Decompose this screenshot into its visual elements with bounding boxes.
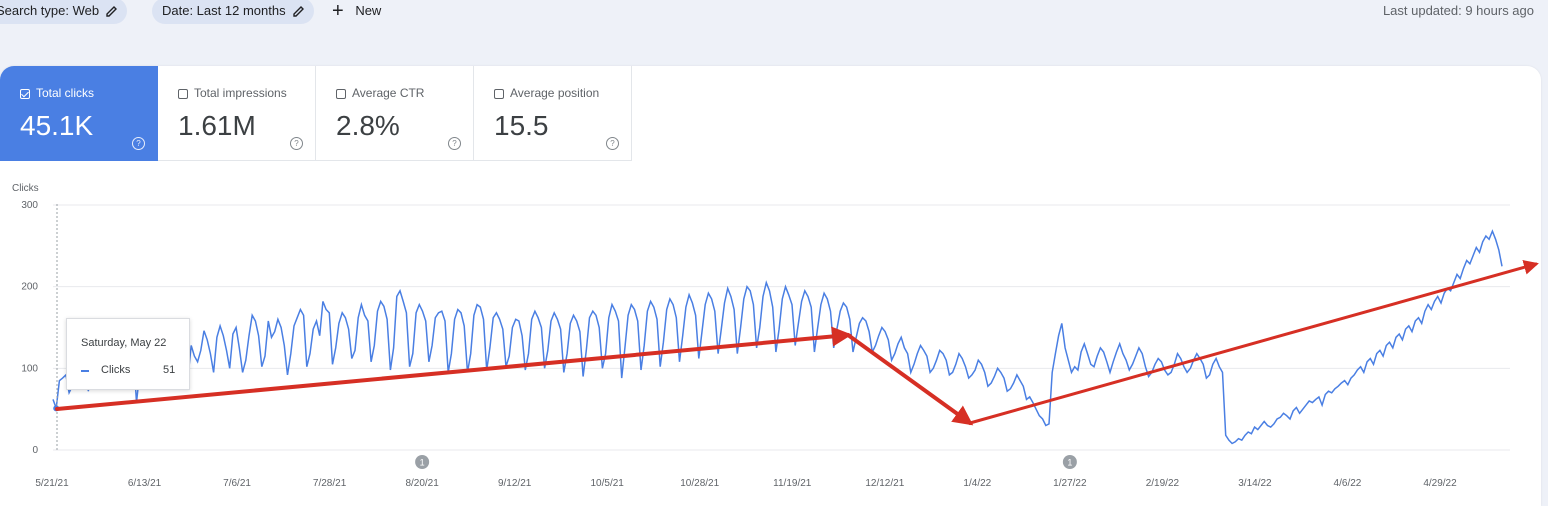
y-tick-label: 300 — [21, 200, 38, 211]
x-tick-label: 9/12/21 — [498, 478, 532, 489]
x-tick-label: 8/20/21 — [405, 478, 439, 489]
y-axis-title: Clicks — [12, 183, 39, 194]
svg-text:1: 1 — [1067, 458, 1072, 468]
x-tick-label: 1/4/22 — [963, 478, 991, 489]
metric-average-ctr[interactable]: Average CTR 2.8% ? — [316, 66, 474, 161]
x-tick-label: 6/13/21 — [128, 478, 162, 489]
series-line-clicks — [52, 229, 1503, 445]
metric-label-wrap: Average position — [494, 86, 599, 100]
x-tick-label: 4/6/22 — [1334, 478, 1362, 489]
x-tick-label: 12/12/21 — [865, 478, 904, 489]
trend-arrow — [55, 326, 852, 411]
annotation-marker[interactable]: 1 — [415, 455, 430, 469]
filter-bar: Search type: Web Date: Last 12 months + … — [0, 0, 1548, 36]
tooltip-series-name: Clicks — [101, 364, 131, 376]
x-tick-label: 7/6/21 — [223, 478, 251, 489]
new-label: New — [355, 3, 382, 18]
checkbox-icon[interactable] — [494, 89, 504, 99]
y-tick-label: 0 — [32, 445, 38, 456]
x-tick-label: 11/19/21 — [773, 478, 812, 489]
search-type-label: Search type: Web — [0, 3, 100, 18]
svg-text:1: 1 — [420, 458, 425, 468]
metric-average-position[interactable]: Average position 15.5 ? — [474, 66, 632, 161]
annotation-marker[interactable]: 1 — [1062, 455, 1077, 469]
tooltip-date: Saturday, May 22 — [81, 337, 167, 349]
tooltip-value: 51 — [163, 364, 176, 376]
metric-label: Average position — [510, 86, 600, 100]
metric-value: 1.61M — [178, 110, 256, 141]
chart-tooltip: Saturday, May 22 Clicks 51 — [66, 318, 190, 390]
metric-label-wrap: Total clicks — [20, 86, 94, 100]
checkbox-icon[interactable] — [178, 89, 188, 99]
metric-label: Total impressions — [194, 86, 287, 100]
metric-value: 15.5 — [494, 110, 549, 141]
x-ticks: 5/21/21 6/13/21 7/6/21 7/28/21 8/20/21 9/12/2… — [35, 478, 1457, 489]
help-icon[interactable]: ? — [132, 137, 145, 150]
metric-label: Total clicks — [36, 86, 95, 100]
new-filter-button[interactable]: + New — [332, 0, 381, 24]
help-icon[interactable]: ? — [606, 137, 619, 150]
metric-value: 45.1K — [20, 110, 94, 141]
date-label: Date: Last 12 months — [162, 3, 286, 18]
plus-icon: + — [332, 0, 344, 22]
x-tick-label: 1/27/22 — [1053, 478, 1087, 489]
date-chip[interactable]: Date: Last 12 months — [152, 0, 314, 24]
metric-value: 2.8% — [336, 110, 400, 141]
y-ticks: 300 200 100 0 — [21, 200, 38, 456]
x-tick-label: 3/14/22 — [1238, 478, 1272, 489]
help-icon[interactable]: ? — [448, 137, 461, 150]
x-tick-label: 10/28/21 — [680, 478, 719, 489]
edit-pencil-icon — [106, 6, 118, 17]
grid — [53, 204, 1510, 451]
tooltip-series-swatch — [81, 370, 89, 372]
x-tick-label: 5/21/21 — [35, 478, 69, 489]
metric-label-wrap: Total impressions — [178, 86, 287, 100]
last-updated-text: Last updated: 9 hours ago — [1382, 3, 1534, 18]
trend-arrow — [846, 333, 974, 426]
metric-label-wrap: Average CTR — [336, 86, 424, 100]
checkbox-icon[interactable] — [336, 89, 346, 99]
trend-arrows — [55, 260, 1539, 426]
trend-arrow — [968, 260, 1539, 425]
edit-pencil-icon — [292, 6, 304, 17]
x-tick-label: 4/29/22 — [1423, 478, 1457, 489]
x-tick-label: 10/5/21 — [591, 478, 625, 489]
clicks-chart[interactable]: Clicks 300 200 100 0 5/21/21 6/13/21 7/6/21 7/… — [0, 176, 1548, 500]
x-tick-label: 7/28/21 — [313, 478, 347, 489]
y-tick-label: 200 — [21, 282, 38, 293]
performance-card: Total clicks 45.1K ? Total impressions 1… — [0, 66, 1541, 506]
metric-label: Average CTR — [352, 86, 425, 100]
metric-total-impressions[interactable]: Total impressions 1.61M ? — [158, 66, 316, 161]
x-tick-label: 2/19/22 — [1146, 478, 1180, 489]
metric-total-clicks[interactable]: Total clicks 45.1K ? — [0, 66, 158, 161]
y-tick-label: 100 — [21, 363, 38, 374]
help-icon[interactable]: ? — [290, 137, 303, 150]
search-type-chip[interactable]: Search type: Web — [0, 0, 128, 24]
checkbox-checked-icon[interactable] — [20, 89, 30, 99]
